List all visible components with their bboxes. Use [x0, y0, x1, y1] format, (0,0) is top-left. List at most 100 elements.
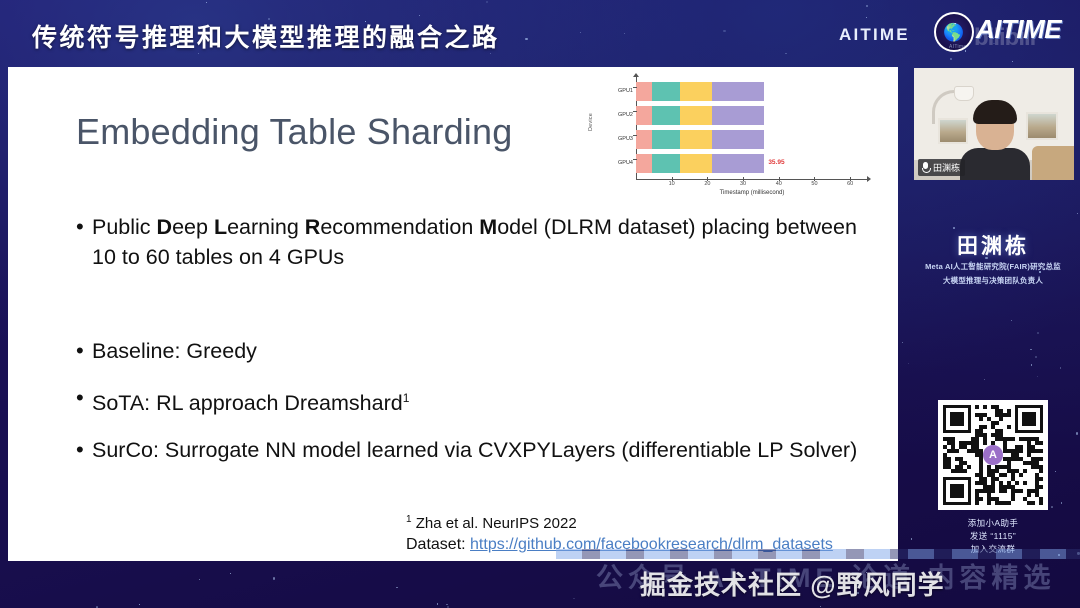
qr-module — [979, 489, 983, 493]
footnote-reference-text: Zha et al. NeurIPS 2022 — [411, 515, 577, 532]
chart-bar-segment — [652, 154, 681, 173]
qr-module — [1015, 469, 1019, 473]
dataset-link[interactable]: https://github.com/facebookresearch/dlrm… — [470, 536, 833, 553]
qr-module — [991, 405, 995, 409]
qr-module — [999, 413, 1003, 417]
bullet-text: Public Deep Learning Recommendation Mode… — [92, 212, 866, 272]
qr-module — [995, 469, 999, 473]
foreground-watermark: 掘金技术社区 @野风同学 — [640, 570, 945, 600]
presentation-slide: Embedding Table Sharding Device GPU1 GPU2… — [8, 67, 898, 561]
star-dot — [866, 572, 867, 573]
qr-module — [963, 441, 967, 445]
star-dot — [486, 0, 489, 4]
chart-x-tick-mark — [778, 177, 780, 181]
star-dot — [229, 573, 231, 575]
qr-module — [999, 417, 1003, 421]
qr-module — [1003, 441, 1007, 445]
qr-module — [955, 465, 959, 469]
qr-module — [1023, 469, 1027, 473]
speaker-video-tile[interactable]: 田渊栋 — [914, 68, 1074, 180]
qr-module — [1031, 449, 1035, 453]
page-title: 传统符号推理和大模型推理的融合之路 — [32, 24, 500, 52]
qr-module — [955, 457, 959, 461]
qr-module — [987, 497, 991, 501]
chart-y-axis-arrow — [633, 73, 639, 77]
qr-module — [1015, 449, 1019, 453]
qr-finder-pattern — [943, 477, 971, 505]
footnote-marker: 1 — [406, 514, 412, 525]
qr-module — [1031, 465, 1035, 469]
qr-module — [1035, 465, 1039, 469]
qr-module — [1011, 477, 1015, 481]
qr-module — [975, 453, 979, 457]
chart-category-label: GPU4 — [618, 160, 633, 166]
globe-person-icon: 🌎 — [943, 22, 965, 42]
star-dot — [679, 573, 682, 576]
star-dot — [99, 28, 101, 30]
bullet-fragment: earning — [227, 215, 305, 239]
qr-module — [959, 469, 963, 473]
qr-module — [979, 497, 983, 501]
bullet-spacer — [76, 276, 866, 336]
bullet-marker-icon: • — [76, 437, 84, 463]
speaker-hair — [973, 100, 1017, 124]
qr-module — [1007, 457, 1011, 461]
qr-module — [951, 449, 955, 453]
qr-module — [1015, 453, 1019, 457]
chart-bar-segment — [680, 154, 713, 173]
star-dot — [1036, 375, 1038, 377]
qr-module — [983, 489, 987, 493]
star-dot — [436, 602, 439, 605]
star-dot — [749, 589, 751, 591]
star-dot — [985, 256, 988, 259]
qr-module — [987, 469, 991, 473]
qr-module — [1007, 413, 1011, 417]
qr-module — [1039, 449, 1043, 453]
qr-module — [979, 473, 983, 477]
star-dot — [364, 20, 366, 22]
bullet-fragment: SoTA: RL approach Dreamshard — [92, 391, 403, 416]
floor-lamp-icon — [932, 90, 966, 124]
chart-x-tick-label: 60 — [847, 181, 854, 187]
qr-module — [967, 441, 971, 445]
chart-bar-segment — [652, 82, 681, 101]
star-dot — [902, 341, 903, 343]
qr-module — [979, 425, 983, 429]
qr-module — [991, 485, 995, 489]
qr-module — [1035, 493, 1039, 497]
bullet-fragment: ecommendation — [320, 215, 480, 239]
header-bar: 传统符号推理和大模型推理的融合之路 AITIME 🌎 bilibili AITI… — [0, 0, 1080, 62]
qr-caption-line-1: 添加小A助手 — [967, 518, 1019, 528]
qr-module — [1027, 489, 1031, 493]
chart-bar-segment — [712, 82, 765, 101]
qr-module — [1011, 449, 1015, 453]
speaker-role-line-2: 大模型推理与决策团队负责人 — [942, 276, 1044, 285]
qr-module — [1039, 485, 1043, 489]
qr-code[interactable]: A — [938, 400, 1048, 510]
qr-module — [999, 485, 1003, 489]
star-dot — [447, 605, 450, 608]
chart-bar-segment — [636, 154, 653, 173]
qr-module — [943, 457, 947, 461]
qr-module — [999, 473, 1003, 477]
qr-module — [1015, 457, 1019, 461]
gpu-timeline-chart: Device GPU1 GPU2 GPU3 GPU4 Timestamp (milli… — [588, 73, 890, 200]
qr-module — [991, 477, 995, 481]
star-dot — [1010, 319, 1012, 321]
qr-module — [1003, 473, 1007, 477]
qr-module — [1011, 489, 1015, 493]
qr-module — [1019, 457, 1023, 461]
qr-module — [983, 413, 987, 417]
qr-module — [999, 481, 1003, 485]
slide-footnote: 1 Zha et al. NeurIPS 2022 Dataset: https… — [406, 510, 833, 556]
qr-module — [971, 441, 975, 445]
star-dot — [1054, 470, 1057, 473]
star-dot — [785, 52, 788, 55]
star-dot — [238, 26, 240, 29]
qr-finder-core — [949, 411, 965, 427]
qr-module — [1031, 437, 1035, 441]
qr-module — [1019, 445, 1023, 449]
chart-x-axis-label: Timestamp (millisecond) — [719, 190, 785, 196]
qr-module — [1035, 437, 1039, 441]
